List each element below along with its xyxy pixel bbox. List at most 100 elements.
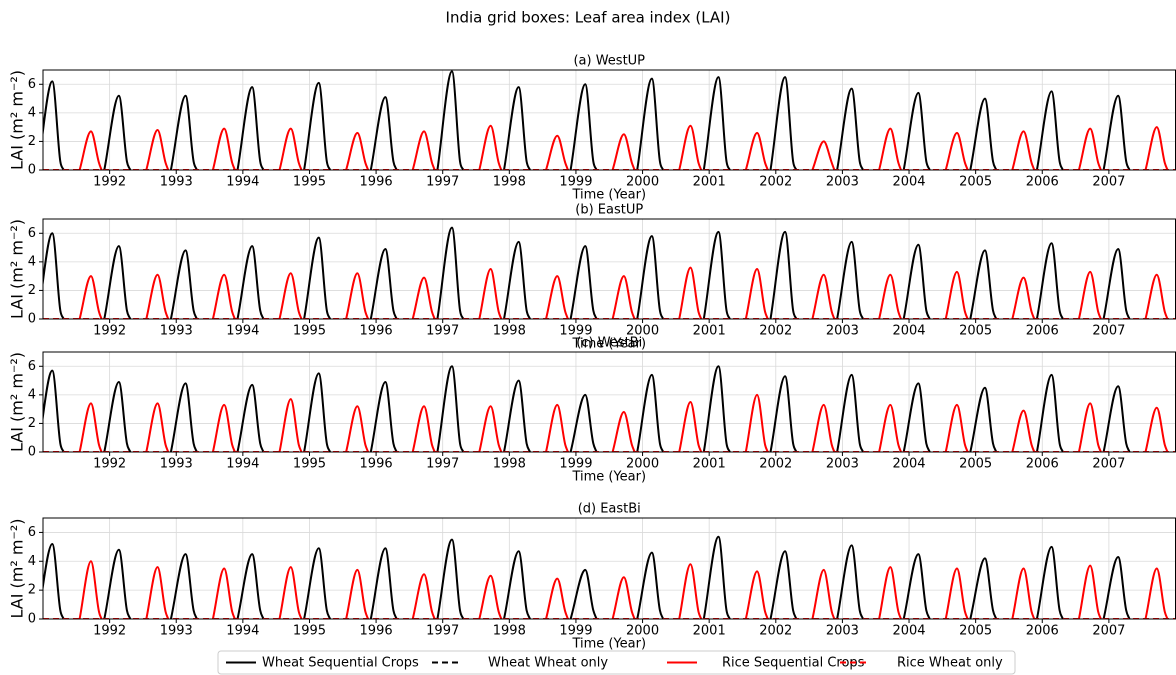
x-axis-label: Time (Year): [571, 337, 646, 352]
panel: 1992 1993 1994 1995 1996 1997 1998 1999 2000 2001…: [8, 54, 1176, 203]
x-tick-label: 1998: [493, 624, 526, 639]
x-tick-label: 2006: [1026, 175, 1059, 190]
x-tick-label: 2001: [693, 624, 726, 639]
x-tick-label: 2001: [693, 175, 726, 190]
x-tick-label: 1999: [559, 175, 592, 190]
x-tick-label: 1999: [559, 624, 592, 639]
x-tick-label: 1992: [93, 457, 126, 472]
x-tick-label: 2007: [1092, 175, 1125, 190]
x-tick-label: 1995: [293, 324, 326, 339]
data-line: [43, 70, 1131, 170]
x-tick-label: 2002: [759, 457, 792, 472]
x-tick-label: 2005: [959, 457, 992, 472]
y-tick-label: 4: [28, 105, 36, 120]
panel-title: (c) WestBi: [576, 336, 642, 351]
x-tick-label: 1993: [160, 624, 193, 639]
y-axis-label: LAI (m² m⁻²): [8, 219, 27, 319]
x-tick-label: 2001: [693, 457, 726, 472]
x-tick-label: 1998: [493, 175, 526, 190]
x-tick-label: 2003: [826, 624, 859, 639]
x-tick-label: 1994: [226, 175, 259, 190]
x-tick-label: 2003: [826, 175, 859, 190]
x-tick-label: 1992: [93, 324, 126, 339]
legend: Wheat Sequential Crops Wheat Wheat only Ri…: [217, 650, 1016, 675]
data-line: [78, 124, 1169, 170]
axes-frame: [42, 218, 1176, 320]
y-tick-label: 6: [28, 359, 36, 374]
axes-frame: [42, 351, 1176, 453]
data-line: [78, 393, 1169, 452]
x-tick-label: 1995: [293, 175, 326, 190]
x-tick-label: 2003: [826, 457, 859, 472]
y-axis-label: LAI (m² m⁻²): [8, 518, 27, 618]
x-tick-label: 2005: [959, 624, 992, 639]
legend-label: Wheat Sequential Crops: [262, 656, 419, 671]
y-tick-label: 6: [28, 226, 36, 241]
x-tick-label: 1997: [426, 457, 459, 472]
y-tick-label: 0: [28, 612, 36, 627]
x-tick-label: 1998: [493, 324, 526, 339]
x-tick-label: 2000: [626, 457, 659, 472]
y-tick-label: 4: [28, 254, 36, 269]
data-line: [78, 560, 1169, 619]
x-axis-label: Time (Year): [571, 188, 646, 203]
x-tick-label: 2006: [1026, 457, 1059, 472]
x-tick-label: 2003: [826, 324, 859, 339]
y-axis-label: LAI (m² m⁻²): [8, 352, 27, 452]
x-tick-label: 2000: [626, 324, 659, 339]
panel: 1992 1993 1994 1995 1996 1997 1998 1999 2000 2001…: [8, 502, 1176, 652]
x-tick-label: 1998: [493, 457, 526, 472]
legend-label: Rice Sequential Crops: [722, 656, 865, 671]
x-tick-label: 2007: [1092, 457, 1125, 472]
x-tick-label: 1997: [426, 324, 459, 339]
legend-label: Wheat Wheat only: [488, 656, 608, 671]
x-tick-label: 1993: [160, 324, 193, 339]
x-tick-label: 1992: [93, 624, 126, 639]
y-tick-label: 0: [28, 445, 36, 460]
x-tick-label: 2002: [759, 624, 792, 639]
x-tick-label: 2006: [1026, 624, 1059, 639]
x-tick-label: 2001: [693, 324, 726, 339]
y-tick-label: 2: [28, 416, 36, 431]
x-tick-label: 2006: [1026, 324, 1059, 339]
x-tick-label: 2002: [759, 175, 792, 190]
x-tick-label: 1997: [426, 175, 459, 190]
y-tick-label: 0: [28, 312, 36, 327]
y-tick-label: 2: [28, 583, 36, 598]
y-tick-label: 6: [28, 77, 36, 92]
legend-frame: [217, 650, 1016, 675]
x-tick-label: 1992: [93, 175, 126, 190]
x-tick-label: 1996: [360, 457, 393, 472]
x-tick-label: 2005: [959, 324, 992, 339]
x-tick-label: 1994: [226, 457, 259, 472]
panel: 1992 1993 1994 1995 1996 1997 1998 1999 2000 2001…: [8, 203, 1176, 352]
x-tick-label: 1993: [160, 457, 193, 472]
y-axis-label: LAI (m² m⁻²): [8, 70, 27, 170]
x-tick-label: 2000: [626, 624, 659, 639]
x-tick-label: 1995: [293, 624, 326, 639]
data-line: [78, 266, 1169, 319]
x-tick-label: 1994: [226, 624, 259, 639]
y-tick-label: 2: [28, 283, 36, 298]
panel-title: (a) WestUP: [573, 54, 645, 69]
figure-title: India grid boxes: Leaf area index (LAI): [446, 9, 731, 27]
y-tick-label: 4: [28, 554, 36, 569]
x-tick-label: 1996: [360, 624, 393, 639]
x-axis-label: Time (Year): [571, 470, 646, 485]
x-tick-label: 2007: [1092, 324, 1125, 339]
x-tick-label: 2000: [626, 175, 659, 190]
y-tick-label: 0: [28, 163, 36, 178]
panel-title: (b) EastUP: [575, 203, 643, 218]
panel: 1992 1993 1994 1995 1996 1997 1998 1999 2000 2001…: [8, 336, 1176, 485]
x-tick-label: 2004: [892, 324, 925, 339]
legend-label: Rice Wheat only: [897, 656, 1003, 671]
x-tick-label: 2004: [892, 175, 925, 190]
x-tick-label: 1995: [293, 457, 326, 472]
y-tick-label: 6: [28, 525, 36, 540]
data-line: [43, 535, 1131, 619]
x-tick-label: 1997: [426, 624, 459, 639]
x-tick-label: 1999: [559, 324, 592, 339]
x-tick-label: 1996: [360, 324, 393, 339]
y-tick-label: 4: [28, 387, 36, 402]
